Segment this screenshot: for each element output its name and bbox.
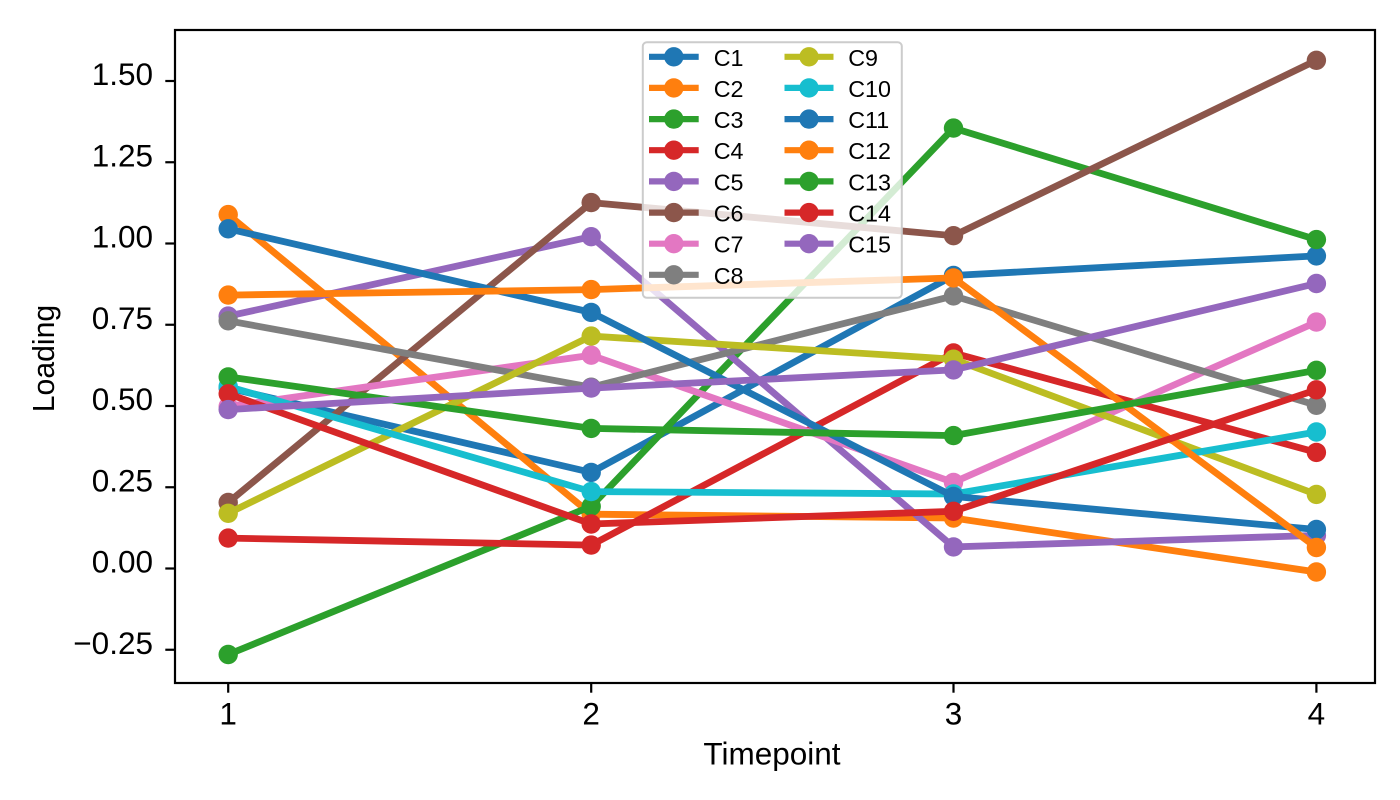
svg-text:C2: C2 [714, 76, 744, 102]
svg-text:Loading: Loading [28, 305, 61, 412]
svg-text:C1: C1 [714, 45, 744, 71]
svg-text:C5: C5 [714, 169, 744, 195]
svg-text:3: 3 [945, 696, 963, 732]
svg-text:1.25: 1.25 [92, 137, 153, 173]
svg-text:2: 2 [582, 696, 600, 732]
svg-text:C12: C12 [848, 138, 891, 164]
svg-text:0.75: 0.75 [92, 300, 153, 336]
svg-text:C4: C4 [714, 138, 744, 164]
svg-text:C9: C9 [848, 45, 878, 71]
svg-text:C14: C14 [848, 201, 891, 227]
svg-text:1.50: 1.50 [92, 56, 153, 92]
svg-text:C10: C10 [848, 76, 891, 102]
svg-text:C15: C15 [848, 232, 891, 258]
svg-text:Timepoint: Timepoint [703, 735, 840, 771]
svg-text:C7: C7 [714, 232, 744, 258]
svg-text:−0.25: −0.25 [73, 625, 153, 661]
svg-text:0.50: 0.50 [92, 381, 153, 417]
svg-text:C8: C8 [714, 263, 744, 289]
svg-text:C13: C13 [848, 169, 891, 195]
svg-text:C6: C6 [714, 201, 744, 227]
svg-text:C11: C11 [848, 107, 889, 133]
svg-text:1.00: 1.00 [92, 219, 153, 255]
svg-text:4: 4 [1308, 696, 1326, 732]
svg-text:0.25: 0.25 [92, 462, 153, 498]
svg-text:1: 1 [219, 696, 237, 732]
svg-text:C3: C3 [714, 107, 744, 133]
svg-text:0.00: 0.00 [92, 544, 153, 580]
